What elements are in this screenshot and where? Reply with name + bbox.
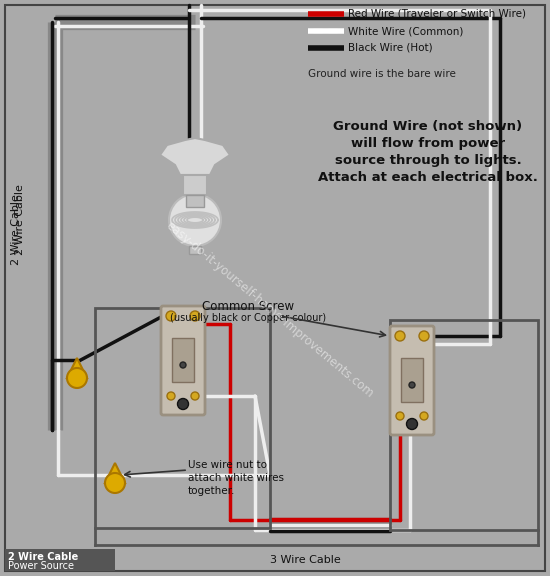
Circle shape xyxy=(395,331,405,341)
Circle shape xyxy=(409,382,415,388)
Circle shape xyxy=(420,412,428,420)
Circle shape xyxy=(67,368,87,388)
Text: Power Source: Power Source xyxy=(8,561,74,571)
Polygon shape xyxy=(160,138,230,175)
Text: 2 Wire Cable: 2 Wire Cable xyxy=(15,184,25,255)
Bar xyxy=(5,549,115,571)
Polygon shape xyxy=(105,463,125,483)
Circle shape xyxy=(105,473,125,493)
Circle shape xyxy=(406,419,417,430)
Circle shape xyxy=(169,194,221,246)
Circle shape xyxy=(190,311,200,321)
Text: (usually black or Copper colour): (usually black or Copper colour) xyxy=(170,313,326,323)
Circle shape xyxy=(178,399,189,410)
Circle shape xyxy=(191,392,199,400)
FancyBboxPatch shape xyxy=(390,326,434,435)
Text: 3 Wire Cable: 3 Wire Cable xyxy=(270,555,340,565)
Bar xyxy=(401,358,423,402)
Text: Black Wire (Hot): Black Wire (Hot) xyxy=(348,43,433,53)
Bar xyxy=(390,320,538,530)
Circle shape xyxy=(166,311,176,321)
Text: Common Screw: Common Screw xyxy=(202,300,294,313)
Bar xyxy=(95,308,270,528)
Text: easy-do-it-yourself-home-improvements.com: easy-do-it-yourself-home-improvements.co… xyxy=(164,219,376,401)
Text: Use wire nut to
attach white wires
together.: Use wire nut to attach white wires toget… xyxy=(188,460,284,497)
Text: 2 Wire Cable: 2 Wire Cable xyxy=(8,552,78,562)
Text: 2 Wire Cable: 2 Wire Cable xyxy=(11,195,21,266)
Text: Red Wire (Traveler or Switch Wire): Red Wire (Traveler or Switch Wire) xyxy=(348,9,526,19)
FancyBboxPatch shape xyxy=(161,306,205,415)
Text: White Wire (Common): White Wire (Common) xyxy=(348,26,463,36)
Text: Ground wire is the bare wire: Ground wire is the bare wire xyxy=(308,69,456,79)
Polygon shape xyxy=(67,358,87,378)
Circle shape xyxy=(167,392,175,400)
Circle shape xyxy=(396,412,404,420)
Text: Ground Wire (not shown)
will flow from power
source through to lights.
Attach at: Ground Wire (not shown) will flow from p… xyxy=(318,120,538,184)
Circle shape xyxy=(419,331,429,341)
Bar xyxy=(172,338,194,382)
Bar xyxy=(183,175,207,195)
Bar xyxy=(189,246,201,254)
Circle shape xyxy=(180,362,186,368)
Bar xyxy=(186,195,204,207)
